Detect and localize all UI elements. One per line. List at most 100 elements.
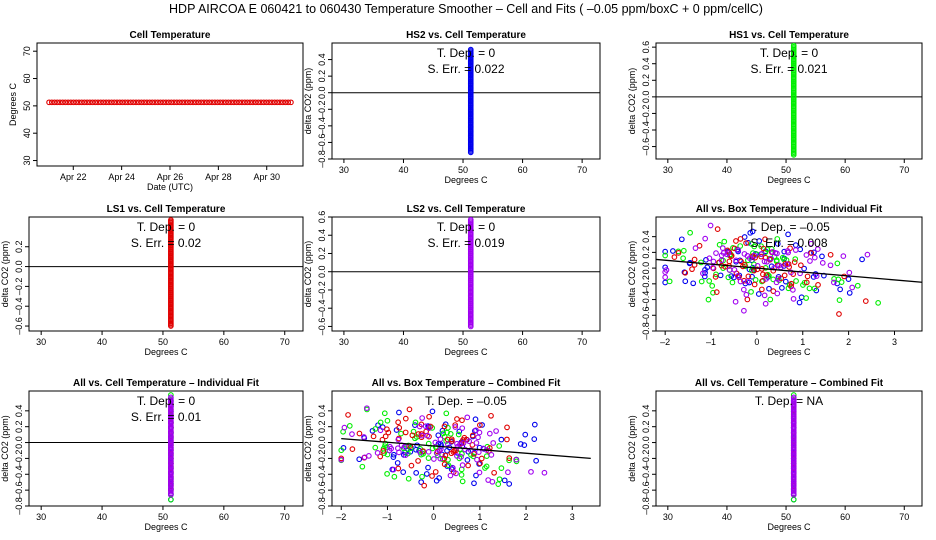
data-point-hs1 [384,417,391,424]
y-axis-label: delta CO2 (ppm) [627,68,637,135]
data-point-cell [206,99,213,106]
plot-frame [331,390,601,507]
data-point-cell [173,99,180,106]
data-point-ls1 [788,280,795,287]
data-point-ls1 [760,245,767,252]
data-point-hs2 [390,454,397,460]
data-point-cell [165,99,172,106]
data-point-hs1 [380,445,387,452]
data-layer [338,405,591,489]
y-tick-label: –0.2 [641,450,651,468]
data-point-hs1 [774,236,781,242]
data-point-ls1 [758,253,764,260]
x-tick-label: –1 [706,337,716,347]
x-tick-label: Apr 24 [108,172,135,182]
data-point-ls2 [702,235,709,242]
data-point-cell [149,99,156,106]
data-point-ls1 [471,450,477,457]
data-point-hs2 [686,260,693,267]
data-point-hs2 [439,427,446,434]
data-point-hs1 [359,463,366,470]
data-point-cell [73,99,80,106]
data-point-ls2 [662,269,669,276]
data-point-cell [81,99,88,106]
data-point-cell [103,99,109,106]
data-point-hs1 [709,282,716,289]
x-tick-label: 2 [846,337,851,347]
data-point-ls2 [692,245,699,251]
data-point-hs1 [445,456,451,463]
data-point-ls1 [356,430,363,437]
data-point-cell [288,99,294,106]
y-tick-label: –0.8 [641,497,651,515]
data-layer [332,46,600,156]
fit-line [341,437,591,460]
data-point-ls1 [506,455,513,461]
data-point-ls2 [464,414,471,421]
data-point-hs1 [445,462,452,469]
y-tick-label: 0.2 [317,247,327,260]
data-point-ls1 [781,272,788,279]
data-point-hs1 [459,450,465,457]
data-point-ls2 [790,286,796,293]
annotation-s-err: S. Err. = 0.021 [750,62,827,76]
data-point-hs1 [752,276,759,283]
y-tick-label: –0.2 [317,281,327,299]
data-point-ls1 [504,436,510,443]
panel-all-vs-box-individual: All vs. Box Temperature – Individual Fit… [627,204,923,357]
x-tick-label: 60 [219,337,229,347]
data-point-hs2 [690,280,697,287]
data-point-cell [171,99,177,106]
data-point-ls2 [474,456,480,463]
data-point-cell [48,99,55,106]
y-tick-label: –0.4 [14,466,24,484]
data-point-ls1 [675,249,682,256]
data-point-ls1 [441,461,448,468]
data-point-ls2 [419,432,425,439]
panel-title: All vs. Cell Temperature – Combined Fit [695,378,884,389]
y-tick-label: –0.6 [317,318,327,336]
data-point-ls1 [762,236,768,243]
fit-line [656,258,922,283]
data-point-ls1 [396,424,403,431]
x-axis-label: Degrees C [444,347,488,357]
data-point-ls2 [741,307,747,314]
data-point-ls1 [395,419,401,426]
data-point-hs1 [496,443,503,449]
panel-title: HS1 vs. Cell Temperature [729,30,849,41]
data-point-ls2 [457,441,463,448]
data-point-ls1 [836,311,842,317]
data-point-hs2 [425,464,431,471]
data-point-hs2 [837,286,843,293]
data-point-hs2 [464,457,471,463]
data-point-hs1 [716,241,723,248]
data-point-ls1 [384,426,390,433]
data-point-ls2 [401,444,408,450]
data-point-ls1 [349,446,356,452]
data-point-hs2 [845,276,852,282]
y-tick-label: 0.6 [317,211,327,224]
data-point-hs2 [531,436,538,442]
x-tick-label: 30 [663,512,673,522]
data-point-cell [157,99,164,106]
data-point-hs2 [394,460,401,466]
data-point-hs2 [390,451,397,458]
data-point-ls2 [436,448,443,454]
data-point-ls2 [341,424,348,431]
data-point-ls1 [737,236,744,242]
annotation-s-err: S. Err. = 0.01 [131,410,202,424]
data-point-ls1 [377,453,384,460]
y-axis-label: delta CO2 (ppm) [303,415,313,482]
x-tick-label: 30 [339,337,349,347]
y-tick-label: –0.2 [641,105,651,123]
panel-all-vs-cell-individual: All vs. Cell Temperature – Individual Fi… [0,378,304,532]
data-point-ls2 [724,251,730,258]
data-point-ls2 [743,291,750,298]
data-point-ls1 [441,423,448,430]
data-point-hs1 [748,241,755,247]
y-tick-label: 0.0 [641,436,651,449]
data-point-cell [220,99,226,106]
